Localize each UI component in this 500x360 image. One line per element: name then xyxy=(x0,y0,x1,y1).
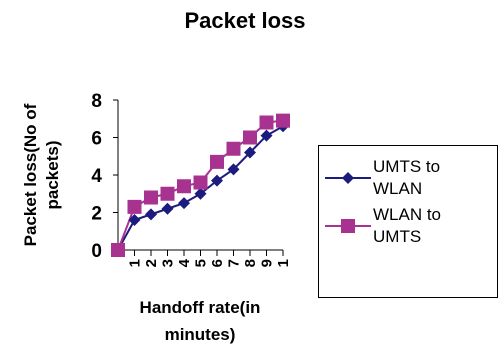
point xyxy=(111,243,125,257)
x-axis-title: Handoff rate(in xyxy=(140,298,261,317)
point xyxy=(276,113,290,128)
point xyxy=(193,175,208,190)
x-tick-label: 9 xyxy=(259,259,276,267)
point xyxy=(259,115,274,130)
x-tick-label: 2 xyxy=(143,259,160,267)
y-tick-label: 4 xyxy=(91,166,102,187)
legend: UMTS to WLAN WLAN to UMTS xyxy=(318,145,498,298)
legend-marker xyxy=(341,219,355,233)
legend-label: WLAN to UMTS xyxy=(373,205,442,246)
point xyxy=(226,141,241,156)
legend-marker xyxy=(342,172,354,184)
y-tick-label: 2 xyxy=(91,204,102,225)
point xyxy=(211,174,223,187)
x-tick-label: 1 xyxy=(275,259,292,267)
y-tick-label: 0 xyxy=(91,241,102,262)
point xyxy=(227,163,240,176)
x-tick-label: 5 xyxy=(193,259,210,267)
point xyxy=(127,199,142,214)
point xyxy=(194,187,207,200)
point xyxy=(210,154,224,169)
point xyxy=(160,186,175,201)
point xyxy=(243,130,257,145)
point xyxy=(260,129,273,142)
point xyxy=(144,190,158,205)
point xyxy=(178,197,190,210)
y-axis-title: packets) xyxy=(43,141,62,210)
x-tick-label: 7 xyxy=(226,259,243,267)
legend-entry: WLAN to UMTS xyxy=(323,204,493,248)
y-axis-title: Packet loss(No of xyxy=(21,103,40,246)
point xyxy=(161,202,174,215)
y-tick-label: 6 xyxy=(91,129,102,150)
x-tick-label: 6 xyxy=(209,259,226,267)
legend-label: UMTS to WLAN xyxy=(373,157,441,198)
legend-swatch xyxy=(325,219,371,233)
legend-entry: UMTS to WLAN xyxy=(323,156,493,200)
x-tick-label: 1 xyxy=(127,259,144,267)
x-tick-label: 4 xyxy=(176,258,193,267)
x-tick-label: 8 xyxy=(242,259,259,267)
point xyxy=(244,146,256,159)
x-tick-label: 3 xyxy=(160,259,177,267)
x-axis-title: minutes) xyxy=(165,325,236,344)
point xyxy=(128,214,141,226)
point xyxy=(177,179,191,194)
point xyxy=(145,208,157,221)
chart-title: Packet loss xyxy=(184,8,305,33)
legend-swatch xyxy=(325,172,371,184)
y-tick-label: 8 xyxy=(91,91,102,112)
